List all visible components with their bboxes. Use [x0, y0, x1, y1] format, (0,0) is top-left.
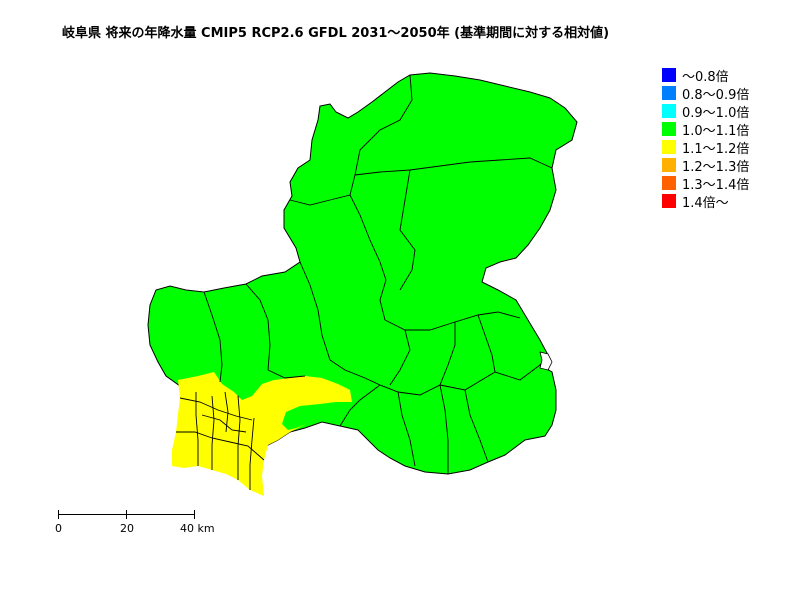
prefecture-region-green [147, 72, 578, 475]
municipal-boundaries [203, 74, 553, 474]
legend-swatch [662, 194, 676, 208]
legend-item: 0.8～0.9倍 [662, 84, 750, 103]
legend-swatch [662, 68, 676, 82]
legend-item: 1.1～1.2倍 [662, 138, 750, 157]
legend-label: 0.9～1.0倍 [682, 105, 750, 121]
scale-tick [194, 510, 195, 519]
east-edge-notch [539, 351, 553, 371]
legend-swatch [662, 176, 676, 190]
legend-swatch [662, 104, 676, 118]
legend-item: ～0.8倍 [662, 66, 749, 85]
legend-item: 1.3～1.4倍 [662, 174, 750, 193]
legend-label: 1.3～1.4倍 [682, 177, 750, 193]
scale-tick [126, 510, 127, 519]
legend-item: 0.9～1.0倍 [662, 102, 750, 121]
legend-label: 1.4倍～ [682, 195, 729, 211]
scale-bar: 0 20 40 km [55, 510, 228, 550]
legend-label: 0.8～0.9倍 [682, 87, 750, 103]
legend-label: ～0.8倍 [682, 69, 729, 85]
legend-swatch [662, 122, 676, 136]
legend-item: 1.4倍～ [662, 192, 749, 211]
legend-swatch [662, 86, 676, 100]
map-title: 岐阜県 将来の年降水量 CMIP5 RCP2.6 GFDL 2031～2050年… [62, 26, 610, 41]
legend-swatch [662, 140, 676, 154]
scale-tick-label: 0 [55, 522, 62, 535]
legend-item: 1.0～1.1倍 [662, 120, 750, 139]
southwest-municipal-boundaries [176, 391, 265, 490]
legend-label: 1.0～1.1倍 [682, 123, 750, 139]
scale-tick-label: 40 km [180, 522, 215, 535]
legend: ～0.8倍 0.8～0.9倍 0.9～1.0倍 1.0～1.1倍 1.1～1.2… [662, 66, 750, 211]
legend-label: 1.1～1.2倍 [682, 141, 750, 157]
legend-label: 1.2～1.3倍 [682, 159, 750, 175]
scale-tick [58, 510, 59, 519]
prefecture-region-yellow [172, 372, 352, 496]
scale-tick-label: 20 [120, 522, 134, 535]
legend-item: 1.2～1.3倍 [662, 156, 750, 175]
legend-swatch [662, 158, 676, 172]
